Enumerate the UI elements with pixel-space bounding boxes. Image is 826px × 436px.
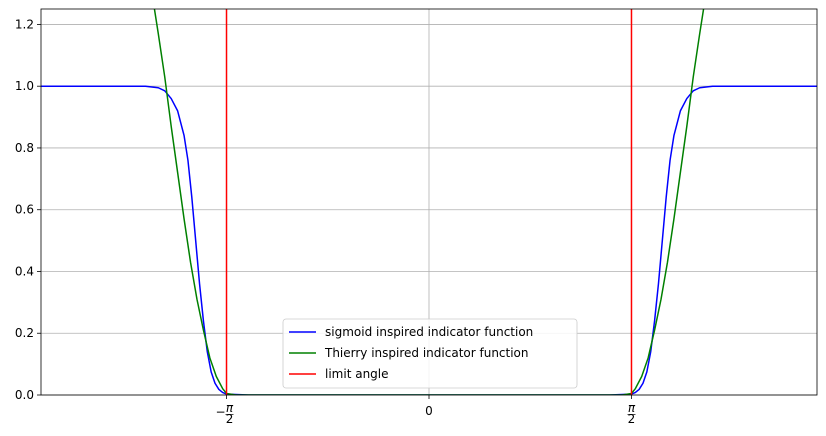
y-tick-label: 1.0 [15, 79, 34, 93]
plot-area [41, 9, 817, 395]
legend: sigmoid inspired indicator function Thier… [282, 318, 578, 389]
legend-item: Thierry inspired indicator function [289, 346, 529, 360]
y-tick-label: 0.6 [15, 203, 34, 217]
x-tick-denominator: 2 [226, 412, 234, 426]
x-tick-label: − π2 [215, 401, 233, 426]
legend-label: sigmoid inspired indicator function [325, 325, 533, 339]
axis-ticks: 0.00.20.40.60.81.01.2− π20 π2 [15, 17, 636, 426]
x-tick-label-text: 0 [425, 404, 433, 418]
x-tick-denominator: 2 [628, 412, 636, 426]
y-tick-label: 0.8 [15, 141, 34, 155]
series-limit-angle [225, 9, 633, 395]
legend-label: limit angle [325, 367, 389, 381]
x-tick-numerator: π [628, 401, 636, 415]
y-tick-label: 0.4 [15, 264, 34, 278]
x-tick-numerator: π [226, 401, 234, 415]
legend-label: Thierry inspired indicator function [324, 346, 529, 360]
legend-item: limit angle [289, 367, 389, 381]
legend-item: sigmoid inspired indicator function [289, 325, 533, 339]
y-tick-label: 1.2 [15, 17, 34, 31]
series-sigmoid-inspired-indicator-function [41, 85, 817, 395]
x-tick-sign: − [215, 405, 225, 419]
legend-box [282, 318, 578, 389]
y-tick-label: 0.2 [15, 326, 34, 340]
y-tick-label: 0.0 [15, 388, 34, 402]
x-tick-label: 0 [425, 404, 433, 418]
series-thierry-inspired-indicator-function [153, 9, 705, 395]
x-tick-label: π2 [627, 401, 636, 426]
